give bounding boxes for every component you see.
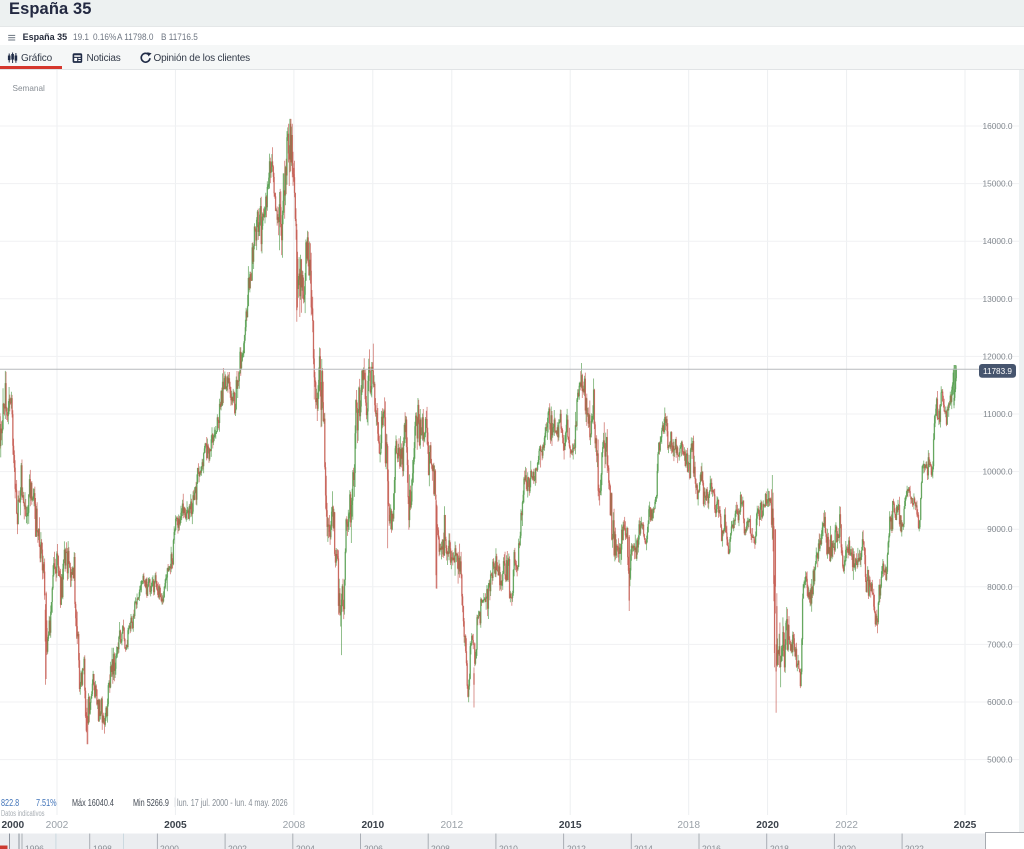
svg-text:15000.0: 15000.0 (983, 179, 1013, 189)
svg-text:2020: 2020 (756, 820, 779, 831)
svg-text:Semanal: Semanal (13, 84, 45, 93)
svg-text:12000.0: 12000.0 (983, 351, 1013, 361)
svg-text:2016: 2016 (702, 844, 721, 849)
svg-text:6000.0: 6000.0 (987, 697, 1013, 707)
svg-text:2018: 2018 (677, 820, 700, 831)
svg-text:2002: 2002 (228, 844, 247, 849)
svg-text:9000.0: 9000.0 (987, 524, 1013, 534)
svg-text:2012: 2012 (567, 844, 586, 849)
svg-text:2008: 2008 (283, 820, 306, 831)
svg-text:2006: 2006 (364, 844, 383, 849)
svg-text:2025: 2025 (954, 820, 977, 831)
svg-text:14000.0: 14000.0 (983, 236, 1013, 246)
svg-text:2022: 2022 (905, 844, 924, 849)
svg-text:2020: 2020 (837, 844, 856, 849)
svg-text:2000: 2000 (160, 844, 179, 849)
svg-text:2010: 2010 (499, 844, 518, 849)
svg-text:2005: 2005 (164, 820, 187, 831)
svg-text:2002: 2002 (46, 820, 69, 831)
svg-text:2012: 2012 (440, 820, 463, 831)
svg-text:2018: 2018 (770, 844, 789, 849)
svg-text:2015: 2015 (559, 820, 582, 831)
svg-text:2014: 2014 (634, 844, 653, 849)
svg-text:8000.0: 8000.0 (987, 582, 1013, 592)
svg-text:7000.0: 7000.0 (987, 639, 1013, 649)
svg-text:2004: 2004 (296, 844, 315, 849)
svg-text:5000.0: 5000.0 (987, 755, 1013, 765)
svg-text:1996: 1996 (25, 844, 44, 849)
svg-text:11000.0: 11000.0 (983, 409, 1013, 419)
svg-text:13000.0: 13000.0 (983, 294, 1013, 304)
svg-text:2000: 2000 (2, 820, 25, 831)
svg-text:1998: 1998 (93, 844, 112, 849)
svg-text:16000.0: 16000.0 (983, 121, 1013, 131)
svg-text:10000.0: 10000.0 (983, 467, 1013, 477)
svg-text:11783.9: 11783.9 (983, 367, 1012, 376)
svg-text:2008: 2008 (431, 844, 450, 849)
svg-text:2022: 2022 (835, 820, 858, 831)
svg-text:2010: 2010 (361, 820, 384, 831)
